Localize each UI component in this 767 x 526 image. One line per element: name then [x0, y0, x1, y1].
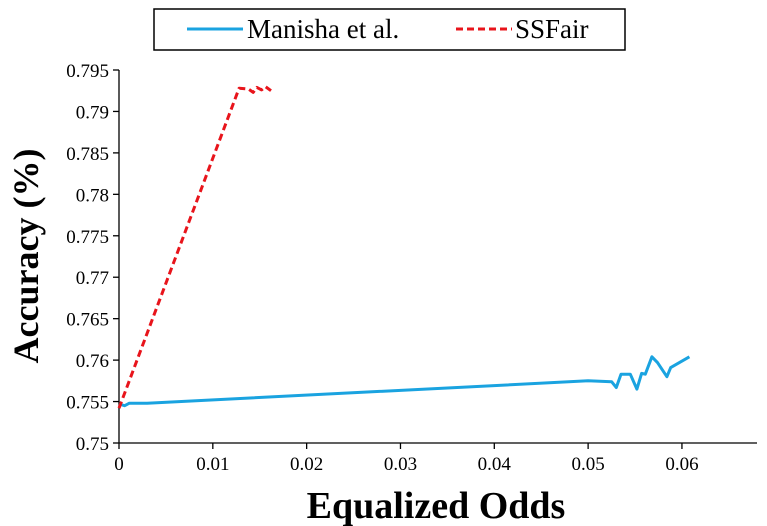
legend-label-manisha: Manisha et al.: [247, 14, 399, 44]
y-axis-title: Accuracy (%): [6, 149, 46, 364]
x-ticks: 0 0.01 0.02 0.03 0.04 0.05 0.06: [114, 443, 699, 475]
x-axis-title: Equalized Odds: [307, 485, 566, 526]
x-tick-label: 0.05: [571, 454, 604, 475]
y-tick-label: 0.785: [66, 144, 109, 165]
y-tick-label: 0.775: [66, 227, 109, 248]
y-tick-label: 0.79: [76, 102, 109, 123]
series-group: [117, 85, 691, 409]
x-tick-label: 0.03: [384, 454, 417, 475]
axes: [118, 70, 757, 444]
x-tick-label: 0.01: [196, 454, 229, 475]
x-tick-label: 0.06: [665, 454, 698, 475]
y-tick-label: 0.76: [76, 351, 109, 372]
series-line-manisha: [118, 355, 691, 408]
x-tick-label: 0.02: [290, 454, 323, 475]
y-tick-label: 0.765: [66, 310, 109, 331]
x-tick-label: 0.04: [478, 454, 512, 475]
y-tick-label: 0.75: [76, 434, 109, 455]
legend-label-ssfair: SSFair: [515, 14, 589, 44]
y-tick-label: 0.78: [76, 185, 109, 206]
series-line-ssfair: [117, 85, 272, 409]
y-tick-label: 0.795: [66, 61, 109, 82]
y-tick-label: 0.77: [76, 268, 109, 289]
x-tick-label: 0: [114, 454, 124, 475]
legend: Manisha et al. SSFair: [153, 8, 626, 51]
y-tick-label: 0.755: [66, 393, 109, 414]
y-ticks: 0.75 0.755 0.76 0.765 0.77 0.775 0.78 0.785 0.79…: [66, 61, 119, 455]
